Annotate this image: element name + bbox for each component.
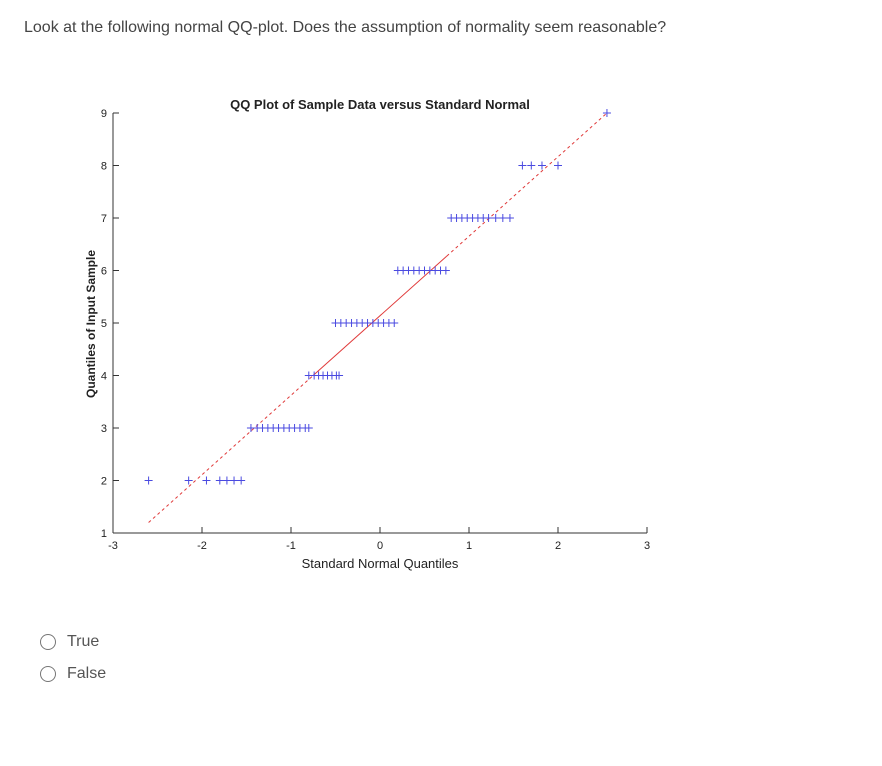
data-point xyxy=(144,476,153,485)
data-point xyxy=(602,109,611,117)
y-tick-label: 4 xyxy=(101,371,107,383)
y-tick-label: 7 xyxy=(101,213,107,225)
data-point xyxy=(537,161,546,170)
radio-true[interactable] xyxy=(40,634,56,650)
radio-false[interactable] xyxy=(40,666,56,682)
data-point xyxy=(222,476,231,485)
x-tick-label: -1 xyxy=(286,540,296,552)
data-point xyxy=(498,214,507,222)
data-point xyxy=(202,476,211,485)
x-tick-label: -3 xyxy=(108,540,118,552)
data-point xyxy=(335,371,344,380)
data-point xyxy=(505,214,514,222)
data-point xyxy=(554,161,562,170)
data-point xyxy=(304,424,313,432)
answer-options: True False xyxy=(40,626,106,690)
y-tick-label: 5 xyxy=(101,318,107,330)
data-point xyxy=(441,266,450,275)
chart-title: QQ Plot of Sample Data versus Standard N… xyxy=(230,97,530,112)
x-tick-label: 3 xyxy=(644,540,650,552)
data-point xyxy=(484,214,493,222)
data-point xyxy=(527,161,536,170)
y-tick-label: 3 xyxy=(101,423,107,435)
data-point xyxy=(491,214,500,222)
data-point xyxy=(184,476,193,485)
x-axis-label: Standard Normal Quantiles xyxy=(302,556,459,571)
reference-line-middle xyxy=(312,255,448,376)
question-text: Look at the following normal QQ-plot. Do… xyxy=(24,19,667,36)
y-tick-label: 9 xyxy=(101,108,107,120)
x-tick-label: 1 xyxy=(466,540,472,552)
y-axis-label: Quantiles of Input Sample xyxy=(84,250,98,398)
data-point xyxy=(518,161,527,170)
option-false-label: False xyxy=(67,665,107,682)
data-point xyxy=(215,476,224,485)
y-tick-label: 2 xyxy=(101,476,107,488)
y-tick-label: 8 xyxy=(101,161,107,173)
option-false[interactable]: False xyxy=(40,658,106,690)
data-point xyxy=(237,476,246,485)
x-tick-label: 2 xyxy=(555,540,561,552)
reference-line-upper xyxy=(446,112,608,257)
data-point xyxy=(390,319,399,327)
qq-plot-svg: 1 2 3 4 5 6 7 8 9 -3 -2 -1 0 1 2 3 QQ Plot of Sample Da… xyxy=(84,97,650,571)
data-point xyxy=(230,476,239,485)
x-tick-label: -2 xyxy=(197,540,207,552)
qq-plot: 1 2 3 4 5 6 7 8 9 -3 -2 -1 0 1 2 3 QQ Plot of Sample Da… xyxy=(84,97,650,571)
reference-line-lower xyxy=(148,375,314,523)
x-tick-label: 0 xyxy=(377,540,383,552)
y-tick-label: 1 xyxy=(101,528,107,540)
option-true[interactable]: True xyxy=(40,626,106,658)
option-true-label: True xyxy=(67,633,100,650)
y-tick-label: 6 xyxy=(101,266,107,278)
